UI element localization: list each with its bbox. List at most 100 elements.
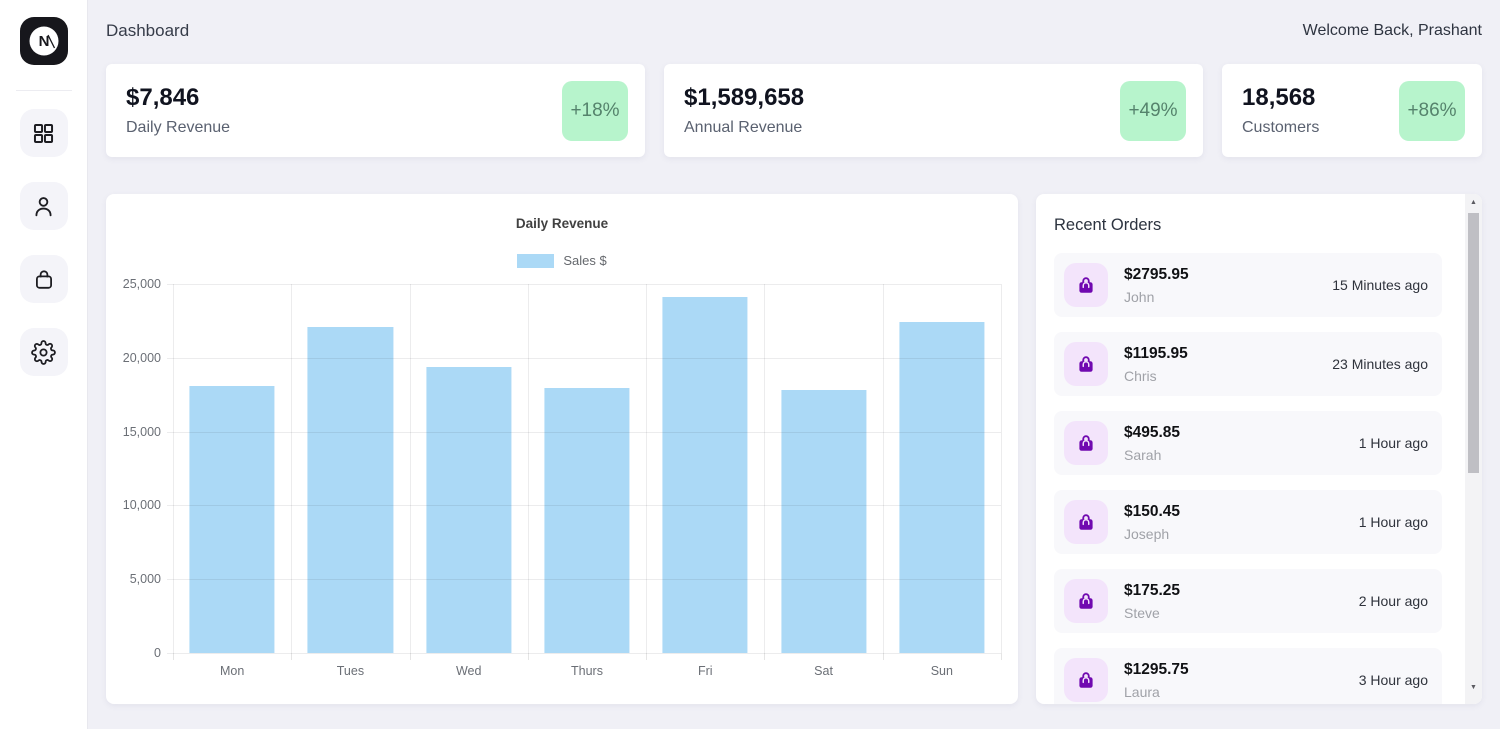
- gear-icon: [31, 339, 56, 365]
- scrollbar-down-arrow-icon[interactable]: ▼: [1470, 684, 1477, 691]
- daily-revenue-chart-card: Daily Revenue Sales $ 0 5,000 10,000 15,000…: [106, 194, 1018, 704]
- sidebar-item-orders[interactable]: [19, 255, 68, 303]
- shopping-bag-icon: [1064, 658, 1108, 702]
- v-gridline: [173, 284, 174, 653]
- order-customer-name: Steve: [1124, 604, 1160, 621]
- y-tick-label: 0: [154, 646, 161, 660]
- scrollbar-thumb[interactable]: [1468, 213, 1479, 473]
- h-gridline: [167, 579, 1001, 581]
- user-icon: [35, 196, 52, 216]
- order-customer-name: Sarah: [1124, 446, 1162, 463]
- sidebar: N: [0, 0, 88, 729]
- order-text: $1295.75 Laura: [1124, 661, 1189, 700]
- stat-value: $1,589,658: [684, 84, 805, 111]
- bar-mon: [189, 385, 275, 653]
- order-row[interactable]: $495.85 Sarah 1 Hour ago: [1054, 411, 1442, 475]
- order-amount: $150.45: [1124, 502, 1181, 520]
- orders-scrollbar[interactable]: ▲ ▼: [1465, 194, 1482, 704]
- v-gridline: [764, 284, 766, 653]
- h-gridline: [167, 284, 1001, 285]
- order-customer-name: Chris: [1124, 367, 1157, 384]
- legend-label: Sales $: [563, 253, 607, 268]
- order-amount: $1295.75: [1124, 660, 1189, 678]
- x-tick-mark: [1001, 653, 1002, 660]
- shopping-bag-icon: [1064, 263, 1108, 307]
- bar-chart-plot[interactable]: 0 5,000 10,000 15,000 20,000 25,000: [123, 277, 1002, 660]
- legend-swatch: [517, 253, 555, 268]
- order-row[interactable]: $2795.95 John 15 Minutes ago: [1054, 253, 1442, 317]
- order-row[interactable]: $1195.95 Chris 23 Minutes ago: [1054, 332, 1442, 396]
- recent-orders-card: Recent Orders $2795.95 John 15 Minutes a…: [1036, 194, 1482, 704]
- sidebar-item-settings[interactable]: [19, 328, 68, 376]
- sidebar-item-dashboard[interactable]: [19, 109, 68, 157]
- bar-fri: [662, 297, 748, 653]
- orders-list: $2795.95 John 15 Minutes ago $1195.95 Ch…: [1054, 253, 1442, 704]
- x-tick-mark: [173, 653, 174, 660]
- stat-label: Customers: [1242, 119, 1320, 136]
- chart-title: Daily Revenue: [515, 216, 609, 231]
- x-tick-label: Tues: [336, 664, 365, 678]
- nextjs-logo-icon: N: [29, 26, 58, 56]
- stats-row: $7,846 Daily Revenue +18% $1,589,658 Ann…: [106, 64, 1482, 157]
- sidebar-item-profile[interactable]: [19, 182, 68, 230]
- order-amount: $1195.95: [1124, 344, 1188, 362]
- page-title: Dashboard: [106, 21, 190, 40]
- order-text: $175.25 Steve: [1124, 582, 1180, 621]
- v-gridline: [882, 284, 884, 653]
- y-tick-label: 25,000: [122, 277, 161, 291]
- order-text: $2795.95 John: [1124, 266, 1189, 305]
- x-tick-mark: [291, 653, 293, 660]
- content-row: Daily Revenue Sales $ 0 5,000 10,000 15,000…: [106, 194, 1482, 704]
- v-gridline: [291, 284, 293, 653]
- stat-card-customers: 18,568 Customers +86%: [1222, 64, 1482, 157]
- app-logo[interactable]: N: [19, 17, 68, 65]
- h-gridline: [167, 653, 1001, 654]
- scrollbar-up-arrow-icon[interactable]: ▲: [1470, 199, 1477, 206]
- shopping-bag-icon: [1064, 500, 1108, 544]
- order-text: $1195.95 Chris: [1124, 345, 1188, 384]
- x-tick-label: Sun: [930, 664, 953, 678]
- change-badge: +49%: [1120, 80, 1186, 141]
- x-tick-mark: [646, 653, 648, 660]
- shopping-bag-icon: [1064, 579, 1108, 623]
- y-tick-label: 15,000: [122, 424, 161, 439]
- bar-sat: [780, 390, 867, 653]
- order-text: $150.45 Joseph: [1124, 503, 1180, 542]
- v-gridline: [409, 284, 411, 653]
- bar-tues: [307, 326, 393, 653]
- order-time: 3 Hour ago: [1358, 672, 1428, 688]
- welcome-message: Welcome Back, Prashant: [1302, 22, 1482, 39]
- order-row[interactable]: $175.25 Steve 2 Hour ago: [1054, 569, 1442, 633]
- recent-orders-title: Recent Orders: [1054, 216, 1162, 234]
- stat-value: $7,846: [126, 84, 200, 111]
- x-tick-mark: [409, 653, 411, 660]
- order-row[interactable]: $150.45 Joseph 1 Hour ago: [1054, 490, 1442, 554]
- order-amount: $2795.95: [1124, 265, 1189, 283]
- order-amount: $175.25: [1124, 581, 1181, 599]
- order-customer-name: John: [1124, 288, 1155, 305]
- order-time: 2 Hour ago: [1358, 593, 1428, 609]
- bar-wed: [426, 366, 512, 653]
- x-tick-label: Mon: [219, 664, 245, 678]
- order-time: 23 Minutes ago: [1332, 356, 1428, 372]
- v-gridline: [1001, 284, 1002, 653]
- x-tick-mark: [882, 653, 884, 660]
- chart-legend[interactable]: Sales $: [106, 253, 1018, 268]
- order-customer-name: Joseph: [1124, 525, 1170, 542]
- sidebar-divider: [15, 90, 72, 91]
- y-tick-label: 5,000: [129, 572, 161, 587]
- order-amount: $495.85: [1124, 423, 1181, 441]
- stat-label: Daily Revenue: [126, 119, 231, 136]
- order-row[interactable]: $1295.75 Laura 3 Hour ago: [1054, 648, 1442, 704]
- stat-card-annual-revenue: $1,589,658 Annual Revenue +49%: [664, 64, 1203, 157]
- x-tick-mark: [764, 653, 766, 660]
- main-content: Dashboard Welcome Back, Prashant $7,846 …: [88, 0, 1500, 729]
- shopping-bag-icon: [35, 270, 52, 289]
- y-tick-label: 10,000: [122, 498, 161, 513]
- change-badge: +86%: [1399, 80, 1465, 141]
- x-tick-label: Fri: [697, 664, 713, 678]
- order-customer-name: Laura: [1124, 683, 1160, 700]
- topbar: Dashboard Welcome Back, Prashant: [106, 18, 1482, 44]
- order-text: $495.85 Sarah: [1124, 424, 1180, 463]
- stat-value: 18,568: [1242, 84, 1316, 111]
